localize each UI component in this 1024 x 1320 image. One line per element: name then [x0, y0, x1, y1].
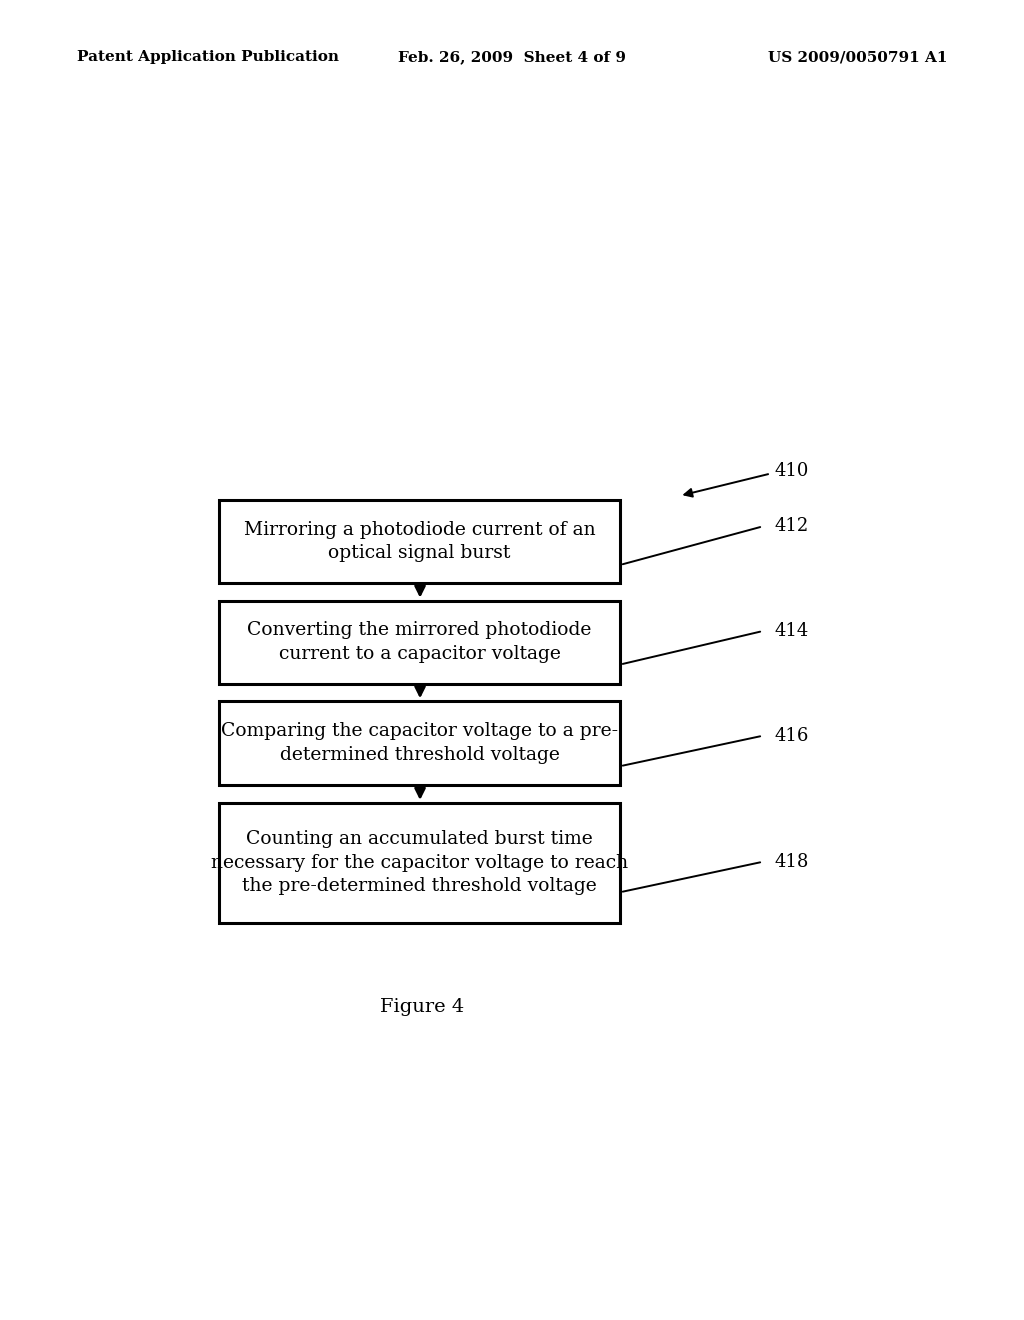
- Text: Mirroring a photodiode current of an
optical signal burst: Mirroring a photodiode current of an opt…: [244, 521, 596, 562]
- Text: Figure 4: Figure 4: [380, 998, 464, 1016]
- Bar: [219, 701, 621, 784]
- Bar: [219, 500, 621, 583]
- Text: 410: 410: [775, 462, 809, 480]
- Text: 418: 418: [775, 853, 809, 871]
- Bar: [219, 803, 621, 923]
- Text: 414: 414: [775, 622, 809, 640]
- Text: 412: 412: [775, 517, 809, 536]
- Text: US 2009/0050791 A1: US 2009/0050791 A1: [768, 50, 947, 65]
- Text: Counting an accumulated burst time
necessary for the capacitor voltage to reach
: Counting an accumulated burst time neces…: [211, 830, 628, 895]
- Text: Patent Application Publication: Patent Application Publication: [77, 50, 339, 65]
- Text: 416: 416: [775, 727, 809, 744]
- Bar: [219, 601, 621, 684]
- Text: Comparing the capacitor voltage to a pre-
determined threshold voltage: Comparing the capacitor voltage to a pre…: [221, 722, 618, 764]
- Text: Feb. 26, 2009  Sheet 4 of 9: Feb. 26, 2009 Sheet 4 of 9: [398, 50, 626, 65]
- Text: Converting the mirrored photodiode
current to a capacitor voltage: Converting the mirrored photodiode curre…: [248, 622, 592, 663]
